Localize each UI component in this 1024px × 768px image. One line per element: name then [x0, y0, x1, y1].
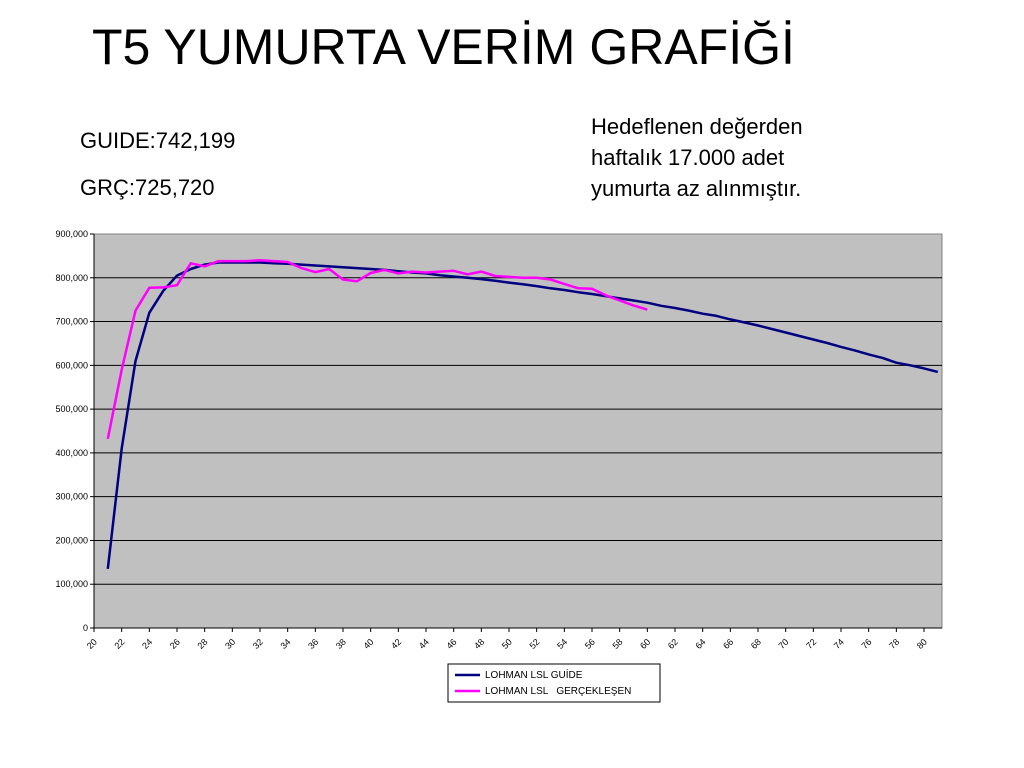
legend-actual-label: LOHMAN LSL GERÇEKLEŞEN	[485, 686, 631, 697]
y-tick-label: 300,000	[55, 492, 88, 502]
x-tick-label: 46	[444, 637, 458, 651]
x-tick-label: 38	[334, 637, 348, 651]
x-tick-label: 70	[776, 637, 790, 651]
legend-box	[447, 663, 661, 703]
x-tick-label: 20	[85, 637, 99, 651]
gridlines	[94, 277, 942, 585]
x-tick-label: 32	[251, 637, 265, 651]
x-tick-label: 28	[195, 637, 209, 651]
y-tick-label: 400,000	[55, 448, 88, 458]
series-lines	[106, 259, 939, 570]
x-tick-label: 34	[278, 637, 292, 651]
x-tick-label: 36	[306, 637, 320, 651]
x-tick-label: 66	[721, 637, 735, 651]
x-tick-label: 74	[832, 637, 846, 651]
actual-stat: GRÇ:725,720	[80, 175, 215, 200]
note-text: Hedeflenen değerden haftalık 17.000 adet…	[591, 114, 803, 201]
x-tick-label: 24	[140, 637, 154, 651]
x-tick-label: 76	[859, 637, 873, 651]
x-tick-label: 62	[666, 637, 680, 651]
plot-area	[93, 233, 943, 629]
x-tick-label: 42	[389, 637, 403, 651]
y-axis: 0 100,000 200,000 300,000 400,000 500,000 600,…	[55, 229, 95, 633]
x-tick-label: 72	[804, 637, 818, 651]
y-tick-label: 200,000	[55, 535, 88, 545]
x-tick-label: 26	[168, 637, 182, 651]
y-tick-label: 800,000	[55, 273, 88, 283]
y-tick-label: 100,000	[55, 579, 88, 589]
x-tick-label: 48	[472, 637, 486, 651]
x-tick-label: 22	[112, 637, 126, 651]
x-tick-label: 30	[223, 637, 237, 651]
x-tick-label: 44	[417, 637, 431, 651]
legend-guide-label: LOHMAN LSL GUİDE	[485, 668, 583, 681]
page-title: T5 YUMURTA VERİM GRAFİĞİ	[92, 19, 795, 75]
y-tick-label: 0	[83, 623, 88, 633]
actual-series-line	[106, 259, 648, 440]
x-tick-label: 80	[915, 637, 929, 651]
x-tick-label: 54	[555, 637, 569, 651]
y-tick-label: 900,000	[55, 229, 88, 239]
x-tick-label: 56	[583, 637, 597, 651]
x-tick-label: 58	[610, 637, 624, 651]
x-tick-label: 52	[527, 637, 541, 651]
guide-series-line	[106, 261, 939, 570]
x-tick-label: 40	[361, 637, 375, 651]
x-tick-label: 60	[638, 637, 652, 651]
y-tick-label: 600,000	[55, 360, 88, 370]
y-tick-label: 500,000	[55, 404, 88, 414]
x-axis: 20 22 24 26 28 30 32 34 36 38 40 42 44 46 48 50 52 54 56 58…	[85, 627, 942, 651]
guide-stat: GUIDE:742,199	[80, 128, 236, 153]
legend: LOHMAN LSL GUİDE LOHMAN LSL GERÇEKLEŞEN	[447, 663, 661, 703]
y-tick-label: 700,000	[55, 317, 88, 327]
x-tick-label: 78	[887, 637, 901, 651]
x-tick-label: 64	[693, 637, 707, 651]
x-tick-label: 50	[500, 637, 514, 651]
x-tick-label: 68	[749, 637, 763, 651]
